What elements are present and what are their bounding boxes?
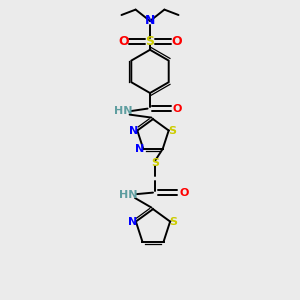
Text: HN: HN <box>119 190 138 200</box>
Text: S: S <box>168 125 176 136</box>
Text: N: N <box>135 144 144 154</box>
Text: HN: HN <box>114 106 132 116</box>
Text: O: O <box>179 188 189 198</box>
Text: O: O <box>171 35 182 48</box>
Text: O: O <box>118 35 129 48</box>
Text: S: S <box>170 217 178 226</box>
Text: S: S <box>152 158 159 168</box>
Text: N: N <box>128 217 137 226</box>
Text: N: N <box>129 125 138 136</box>
Text: S: S <box>146 35 154 48</box>
Text: O: O <box>172 103 182 114</box>
Text: N: N <box>145 14 155 28</box>
